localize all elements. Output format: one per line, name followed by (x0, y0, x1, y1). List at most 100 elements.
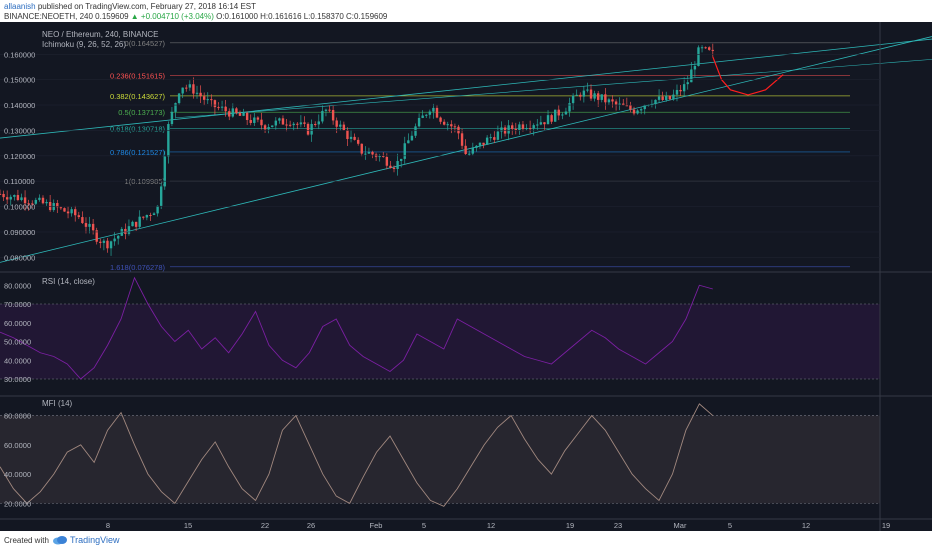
candle-body[interactable] (356, 139, 360, 144)
candle-body[interactable] (385, 156, 389, 166)
candle-body[interactable] (561, 114, 564, 116)
candle-body[interactable] (210, 99, 213, 101)
candle-body[interactable] (471, 148, 475, 154)
candle-body[interactable] (138, 216, 141, 227)
candle-body[interactable] (399, 158, 403, 162)
candle-body[interactable] (539, 122, 543, 125)
candle-body[interactable] (278, 118, 281, 121)
candle-body[interactable] (586, 89, 589, 91)
candle-body[interactable] (195, 92, 199, 94)
candle-body[interactable] (274, 120, 278, 126)
candle-body[interactable] (682, 84, 686, 92)
candle-body[interactable] (675, 89, 679, 95)
candle-body[interactable] (654, 99, 657, 105)
candle-body[interactable] (159, 186, 163, 206)
candle-body[interactable] (23, 197, 27, 204)
candle-body[interactable] (91, 223, 95, 231)
candle-body[interactable] (625, 105, 629, 107)
candle-body[interactable] (614, 101, 618, 105)
candle-body[interactable] (550, 115, 553, 122)
candle-body[interactable] (288, 124, 292, 126)
candle-body[interactable] (453, 126, 457, 128)
candle-body[interactable] (668, 95, 672, 100)
candle-body[interactable] (532, 125, 535, 129)
candle-body[interactable] (450, 124, 453, 127)
candle-body[interactable] (475, 145, 478, 149)
candle-body[interactable] (661, 96, 664, 100)
candle-body[interactable] (647, 104, 650, 106)
candle-body[interactable] (152, 213, 156, 216)
candle-body[interactable] (41, 197, 45, 204)
candle-body[interactable] (392, 167, 396, 169)
candle-body[interactable] (432, 107, 435, 112)
candle-body[interactable] (156, 205, 159, 214)
candle-body[interactable] (142, 216, 145, 218)
candle-body[interactable] (281, 118, 285, 125)
candle-body[interactable] (292, 123, 295, 126)
candle-body[interactable] (331, 109, 335, 121)
candle-body[interactable] (622, 103, 625, 106)
candle-body[interactable] (310, 123, 313, 135)
candle-body[interactable] (256, 117, 260, 120)
candle-body[interactable] (38, 197, 41, 200)
candle-body[interactable] (117, 235, 120, 239)
candle-body[interactable] (106, 240, 109, 249)
candle-body[interactable] (489, 137, 492, 139)
candle-body[interactable] (263, 125, 267, 130)
candle-body[interactable] (410, 135, 414, 141)
candle-body[interactable] (0, 193, 2, 195)
candle-body[interactable] (299, 122, 303, 125)
candle-body[interactable] (639, 109, 643, 111)
candle-body[interactable] (460, 133, 464, 146)
candle-body[interactable] (63, 208, 66, 212)
candle-body[interactable] (421, 115, 424, 118)
candle-body[interactable] (131, 221, 134, 227)
candle-body[interactable] (704, 47, 707, 49)
candle-body[interactable] (245, 112, 249, 121)
candle-body[interactable] (349, 136, 353, 139)
candle-body[interactable] (636, 110, 639, 114)
candle-body[interactable] (604, 94, 607, 103)
candle-body[interactable] (679, 89, 682, 92)
candle-body[interactable] (536, 124, 539, 126)
candle-body[interactable] (672, 94, 675, 100)
candle-body[interactable] (253, 117, 256, 123)
candle-body[interactable] (650, 104, 654, 106)
tradingview-brand[interactable]: TradingView (70, 535, 120, 545)
candle-body[interactable] (564, 111, 568, 115)
candle-body[interactable] (260, 119, 263, 126)
candle-body[interactable] (525, 128, 528, 130)
candle-body[interactable] (579, 94, 582, 97)
candle-body[interactable] (407, 140, 410, 144)
candle-body[interactable] (31, 203, 34, 205)
candle-body[interactable] (84, 223, 88, 227)
candle-body[interactable] (417, 117, 421, 127)
candle-body[interactable] (629, 105, 632, 110)
candle-body[interactable] (493, 137, 496, 140)
candle-body[interactable] (482, 142, 485, 145)
candle-body[interactable] (220, 106, 224, 108)
candle-body[interactable] (124, 228, 127, 234)
candle-body[interactable] (149, 214, 152, 216)
candle-body[interactable] (306, 123, 310, 135)
candle-body[interactable] (242, 112, 245, 116)
candle-body[interactable] (367, 151, 371, 154)
candle-body[interactable] (435, 107, 439, 118)
candle-body[interactable] (543, 122, 546, 125)
candle-body[interactable] (708, 47, 711, 50)
candle-body[interactable] (478, 142, 482, 146)
mfi-pane[interactable] (0, 403, 880, 507)
candle-body[interactable] (428, 111, 432, 115)
rsi-line[interactable] (0, 276, 713, 380)
candle-body[interactable] (575, 94, 578, 96)
candle-body[interactable] (185, 87, 188, 89)
candle-body[interactable] (213, 100, 217, 108)
candle-body[interactable] (303, 122, 306, 124)
candle-body[interactable] (693, 66, 697, 70)
candle-body[interactable] (170, 111, 174, 125)
candle-body[interactable] (511, 125, 514, 129)
candle-body[interactable] (235, 108, 238, 113)
candle-body[interactable] (364, 153, 367, 155)
candle-body[interactable] (496, 131, 500, 140)
candle-body[interactable] (711, 49, 714, 51)
